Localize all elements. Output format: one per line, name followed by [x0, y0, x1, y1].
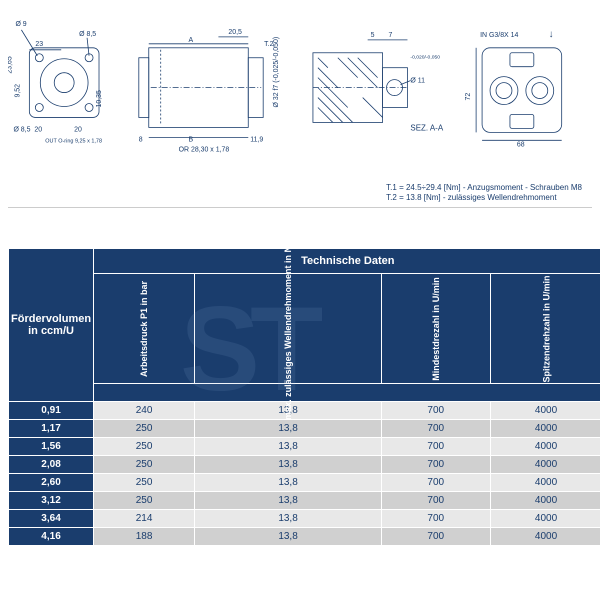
table-cell: 4000: [490, 510, 600, 528]
col-4-label: Spitzendrehzahl in U/min: [541, 275, 551, 382]
table-cell: 0,91: [9, 402, 94, 420]
col-3-label: Mindestdrezahl in U/min: [431, 277, 441, 381]
table-cell: 4000: [490, 456, 600, 474]
svg-text:20: 20: [74, 126, 82, 133]
col-0-label: Fördervolumen in ccm/U: [11, 313, 91, 337]
table-row: 1,5625013,8700400060,552,50,97: [9, 438, 600, 456]
svg-text:Ø 11: Ø 11: [410, 78, 425, 85]
table-cell: 4000: [490, 438, 600, 456]
svg-text:Ø 8,5: Ø 8,5: [79, 31, 96, 38]
col-2-label: max. zulässiges Wellendrehmoment in Nm: [283, 238, 293, 420]
svg-text:OR 28,30 x 1,78: OR 28,30 x 1,78: [179, 146, 230, 153]
col-1-label: Arbeitsdruck P1 in bar: [139, 280, 149, 376]
svg-text:IN G3/8X 14: IN G3/8X 14: [480, 32, 518, 39]
table-cell: 13,8: [195, 438, 382, 456]
table-cell: 188: [94, 528, 195, 546]
table-row: 3,6421413,8700400068,560,51,03: [9, 510, 600, 528]
svg-text:68: 68: [517, 141, 525, 148]
group-tech: Technische Daten: [94, 249, 600, 274]
table-row: 2,6025013,8700400064,556,51,01: [9, 474, 600, 492]
table-cell: 700: [382, 402, 491, 420]
table-cell: 240: [94, 402, 195, 420]
table-cell: 250: [94, 420, 195, 438]
svg-text:OUT O-ring 9,25 x 1,78: OUT O-ring 9,25 x 1,78: [45, 138, 102, 144]
table-cell: 250: [94, 492, 195, 510]
table-cell: 4000: [490, 402, 600, 420]
table-cell: 4000: [490, 420, 600, 438]
table-cell: 250: [94, 456, 195, 474]
table-cell: 1,17: [9, 420, 94, 438]
table-cell: 13,8: [195, 492, 382, 510]
table-cell: 3,64: [9, 510, 94, 528]
svg-text:SEZ. A-A: SEZ. A-A: [410, 123, 443, 132]
table-cell: 3,12: [9, 492, 94, 510]
table-cell: 700: [382, 420, 491, 438]
table-cell: 250: [94, 438, 195, 456]
table-row: 4,1618813,8700400070,562,51,03: [9, 528, 600, 546]
table-row: 1,1725013,8700400059,051,00,95: [9, 420, 600, 438]
table-cell: 700: [382, 474, 491, 492]
table-cell: 2,60: [9, 474, 94, 492]
table-cell: 13,8: [195, 510, 382, 528]
svg-text:7: 7: [389, 32, 393, 39]
data-table-wrap: Fördervolumen in ccm/U Technische Daten …: [8, 248, 592, 546]
svg-text:20,5: 20,5: [228, 29, 242, 36]
table-cell: 700: [382, 510, 491, 528]
svg-text:8: 8: [139, 136, 143, 143]
svg-text:11,9: 11,9: [250, 136, 263, 143]
table-cell: 13,8: [195, 456, 382, 474]
table-row: 2,0825013,8700400062,554,50,97: [9, 456, 600, 474]
table-cell: 4,16: [9, 528, 94, 546]
svg-text:Ø 8,5: Ø 8,5: [13, 126, 30, 133]
table-cell: 700: [382, 456, 491, 474]
svg-text:5: 5: [371, 32, 375, 39]
table-cell: 4000: [490, 474, 600, 492]
table-cell: 13,8: [195, 474, 382, 492]
svg-text:72: 72: [465, 93, 472, 101]
table-cell: 4000: [490, 528, 600, 546]
svg-text:↓: ↓: [549, 29, 554, 40]
svg-text:23,65: 23,65: [8, 56, 13, 74]
table-row: 0,9124013,8700400058,050,00,95: [9, 402, 600, 420]
table-cell: 700: [382, 492, 491, 510]
svg-text:20: 20: [34, 126, 42, 133]
table-row: 3,1225013,8700400066,558,51,01: [9, 492, 600, 510]
note-line-2: T.2 = 13.8 [Nm] - zulässiges Wellendrehm…: [386, 193, 582, 203]
svg-text:23: 23: [35, 41, 43, 48]
table-cell: 1,56: [9, 438, 94, 456]
table-cell: 13,8: [195, 528, 382, 546]
torque-notes: T.1 = 24.5÷29.4 [Nm] - Anzugsmoment - Sc…: [386, 183, 582, 204]
table-cell: 700: [382, 438, 491, 456]
table-cell: 13,8: [195, 420, 382, 438]
data-table: Fördervolumen in ccm/U Technische Daten …: [8, 248, 600, 546]
svg-text:10,35: 10,35: [96, 90, 103, 108]
table-cell: 250: [94, 474, 195, 492]
svg-text:Ø 32 f7 (-0,025/-0,050): Ø 32 f7 (-0,025/-0,050): [273, 37, 280, 108]
svg-text:Ø 9: Ø 9: [15, 21, 26, 28]
technical-drawing: Ø 9 Ø 8,5 23 23,65 9,52 Ø 8,5 20 20 OUT …: [8, 8, 592, 208]
note-line-1: T.1 = 24.5÷29.4 [Nm] - Anzugsmoment - Sc…: [386, 183, 582, 193]
svg-text:-0,020/-0,050: -0,020/-0,050: [410, 55, 440, 61]
svg-text:9,52: 9,52: [14, 84, 21, 98]
table-cell: 700: [382, 528, 491, 546]
table-cell: 2,08: [9, 456, 94, 474]
table-cell: 214: [94, 510, 195, 528]
svg-text:A: A: [189, 37, 194, 44]
table-cell: 4000: [490, 492, 600, 510]
